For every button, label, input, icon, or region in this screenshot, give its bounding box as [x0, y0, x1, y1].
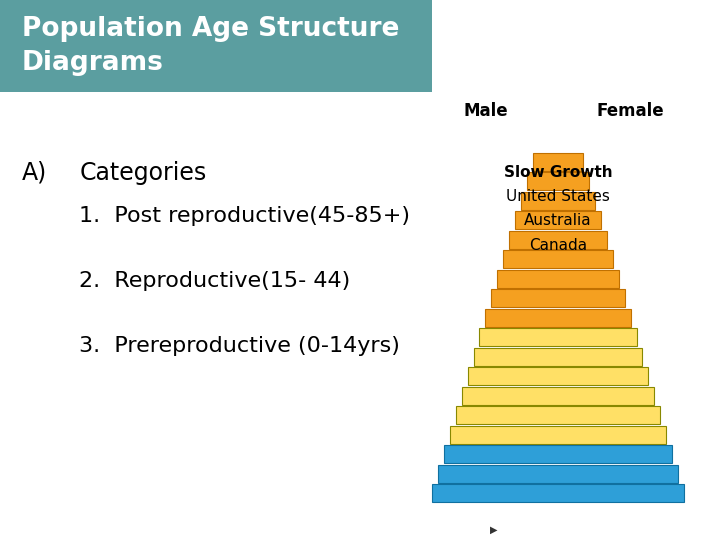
FancyBboxPatch shape — [480, 328, 636, 346]
Text: Australia: Australia — [524, 213, 592, 228]
FancyBboxPatch shape — [467, 367, 649, 385]
Text: ▶: ▶ — [490, 524, 497, 535]
FancyBboxPatch shape — [438, 465, 678, 483]
Text: Categories: Categories — [79, 161, 207, 185]
FancyBboxPatch shape — [527, 172, 589, 190]
FancyBboxPatch shape — [474, 348, 642, 366]
Text: 1.  Post reproductive(45-85+): 1. Post reproductive(45-85+) — [79, 206, 410, 226]
Text: Male: Male — [464, 102, 508, 120]
FancyBboxPatch shape — [491, 289, 625, 307]
Text: Canada: Canada — [529, 238, 587, 253]
Text: Female: Female — [596, 102, 664, 120]
FancyBboxPatch shape — [450, 426, 666, 444]
FancyBboxPatch shape — [485, 309, 631, 327]
Text: A): A) — [22, 161, 47, 185]
Text: 3.  Prereproductive (0-14yrs): 3. Prereproductive (0-14yrs) — [79, 335, 400, 356]
FancyBboxPatch shape — [521, 192, 595, 210]
FancyBboxPatch shape — [509, 231, 607, 249]
FancyBboxPatch shape — [533, 153, 583, 171]
FancyBboxPatch shape — [444, 446, 672, 463]
FancyBboxPatch shape — [503, 251, 613, 268]
Text: Slow Growth: Slow Growth — [504, 165, 612, 180]
Text: Population Age Structure
Diagrams: Population Age Structure Diagrams — [22, 16, 399, 76]
FancyBboxPatch shape — [462, 387, 654, 404]
Text: 2.  Reproductive(15- 44): 2. Reproductive(15- 44) — [79, 271, 351, 291]
Text: United States: United States — [506, 189, 610, 204]
FancyBboxPatch shape — [456, 406, 660, 424]
FancyBboxPatch shape — [0, 0, 432, 92]
FancyBboxPatch shape — [498, 270, 618, 288]
FancyBboxPatch shape — [515, 211, 601, 229]
FancyBboxPatch shape — [432, 484, 684, 502]
